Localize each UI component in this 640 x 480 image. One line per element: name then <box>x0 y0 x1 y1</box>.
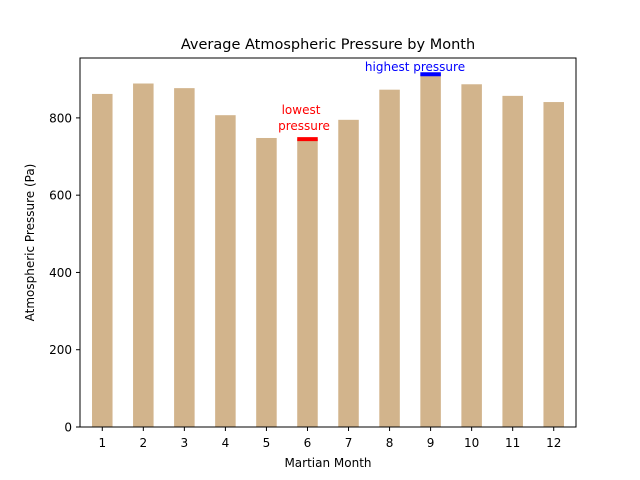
bar-month-3 <box>174 88 195 427</box>
y-axis-label: Atmospheric Pressure (Pa) <box>23 164 37 322</box>
y-tick-label: 400 <box>49 266 72 280</box>
plot-frame <box>79 57 577 428</box>
bar-month-6 <box>297 139 318 427</box>
x-tick-label: 9 <box>427 436 435 450</box>
y-tick-label: 800 <box>49 111 72 125</box>
bar-month-1 <box>92 93 113 428</box>
lowest-pressure-label-line2: pressure <box>278 119 330 133</box>
x-tick-label: 5 <box>263 436 271 450</box>
y-tick-label: 200 <box>49 343 72 357</box>
x-tick-label: 1 <box>98 436 106 450</box>
x-tick-label: 4 <box>222 436 230 450</box>
bar-month-4 <box>215 115 236 427</box>
bar-month-9 <box>420 74 441 427</box>
x-tick-label: 10 <box>464 436 479 450</box>
x-tick-label: 7 <box>345 436 353 450</box>
x-axis-ticks: 1 2 3 4 5 6 7 8 9 10 11 12 <box>98 427 561 450</box>
x-tick-label: 12 <box>546 436 561 450</box>
chart-title: Average Atmospheric Pressure by Month <box>181 37 475 53</box>
y-axis-ticks: 0 200 400 600 800 <box>49 111 80 435</box>
x-tick-label: 3 <box>181 436 189 450</box>
bar-month-8 <box>379 89 400 428</box>
y-tick-label: 0 <box>64 421 72 435</box>
x-tick-label: 11 <box>505 436 520 450</box>
y-tick-label: 600 <box>49 189 72 203</box>
x-tick-label: 8 <box>386 436 394 450</box>
bar-month-10 <box>461 84 482 428</box>
bar-month-7 <box>338 119 359 427</box>
x-tick-label: 6 <box>304 436 312 450</box>
bar-month-12 <box>543 102 564 428</box>
bars-group <box>92 74 564 428</box>
highest-pressure-label: highest pressure <box>365 60 465 74</box>
x-tick-label: 2 <box>139 436 147 450</box>
lowest-pressure-label-line1: lowest <box>282 103 321 117</box>
annotation-markers <box>297 72 441 142</box>
bar-month-11 <box>502 95 523 428</box>
bar-month-5 <box>256 137 277 428</box>
x-axis-label: Martian Month <box>284 456 371 470</box>
bar-month-2 <box>133 83 154 427</box>
